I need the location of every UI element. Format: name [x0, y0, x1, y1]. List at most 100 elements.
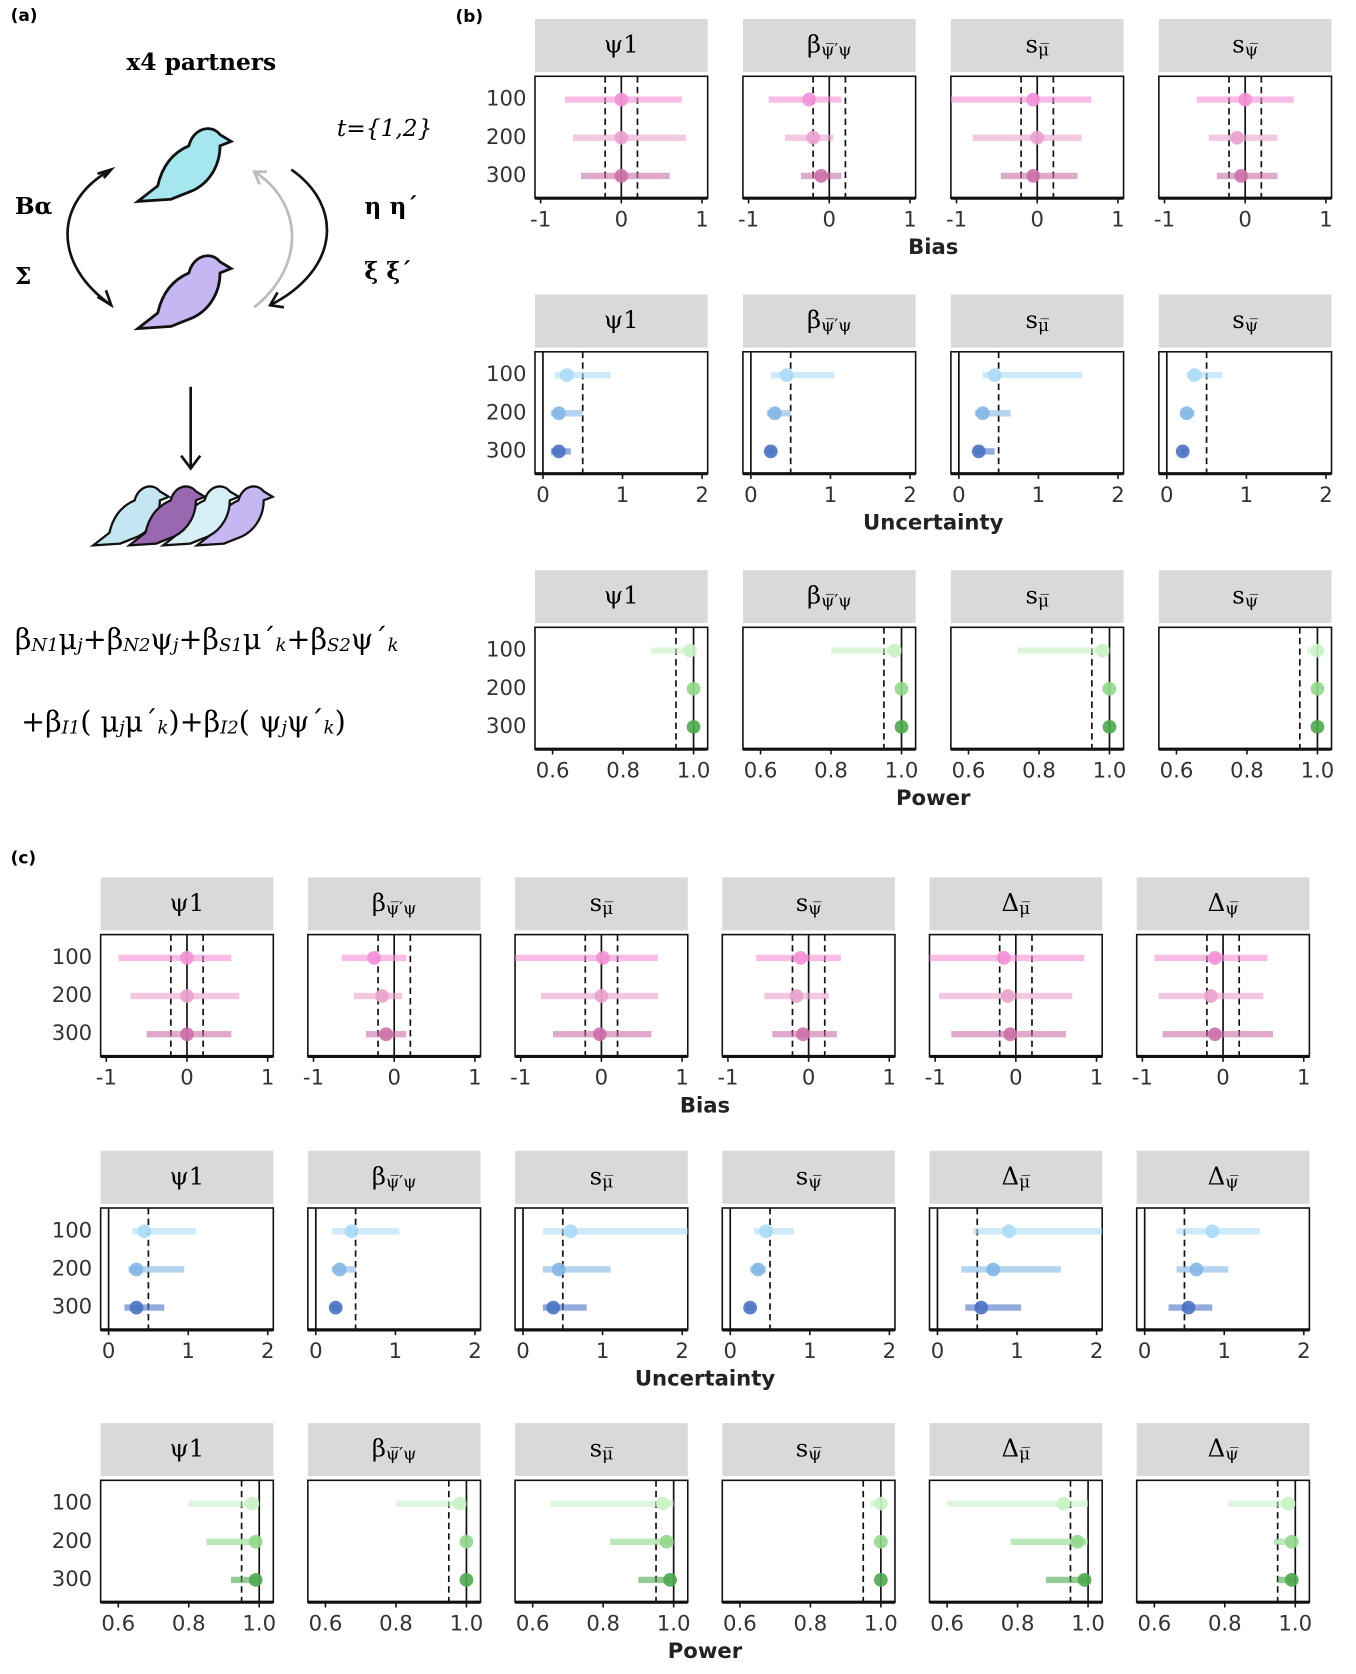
- x-tick-label: 1: [803, 1338, 816, 1363]
- estimate-point: [1311, 682, 1325, 696]
- equation-term: ( ψ: [239, 704, 282, 738]
- x-tick-label: 2: [468, 1338, 481, 1363]
- panel-label: (c): [11, 847, 37, 867]
- facet-title-main: s: [1025, 305, 1038, 334]
- estimate-point: [138, 1224, 152, 1238]
- x-tick-label: 0: [744, 482, 757, 507]
- estimate-point: [1311, 644, 1325, 658]
- x-tick-label: 1: [596, 1338, 609, 1363]
- facet: sψ̅012: [1159, 295, 1333, 507]
- facet-title-main: Δ: [1002, 887, 1020, 916]
- estimate-point: [1176, 445, 1190, 459]
- x-tick-label: 0.8: [1022, 757, 1056, 782]
- estimate-point: [759, 1224, 773, 1238]
- plot-frame: [1159, 627, 1332, 749]
- facet-title-sub: μ̅: [1019, 897, 1030, 917]
- estimate-point: [802, 93, 816, 107]
- x-tick-label: 0.8: [814, 757, 848, 782]
- x-axis-label: Uncertainty: [635, 1366, 776, 1391]
- facet-title-sub: μ̅: [602, 897, 613, 917]
- facet-title-main: ψ1: [170, 887, 205, 916]
- facet-title-sub: ψ̅: [1245, 315, 1258, 335]
- x-axis-label: Power: [896, 785, 971, 810]
- y-tick-label: 200: [52, 982, 92, 1007]
- equation: βN1μj+βN2ψj+βS1μ´k+βS2ψ´k: [15, 622, 399, 656]
- left-label: Σ: [15, 263, 31, 290]
- x-axis-label: Power: [668, 1638, 743, 1663]
- estimate-point: [1057, 1497, 1071, 1511]
- plot-frame: [308, 1480, 481, 1602]
- estimate-point: [1180, 406, 1194, 420]
- x-tick-label: 0: [536, 482, 549, 507]
- x-axis-label: Bias: [680, 1092, 730, 1117]
- x-tick-label: -1: [946, 206, 967, 231]
- facet-title-sub: μ̅: [1038, 315, 1049, 335]
- x-tick-label: 0: [595, 1065, 608, 1090]
- estimate-point: [379, 1027, 393, 1041]
- estimate-point: [595, 989, 609, 1003]
- estimate-point: [874, 1573, 888, 1587]
- facet-title-main: s: [1232, 29, 1245, 58]
- x-tick-label: 0.6: [309, 1610, 343, 1635]
- x-tick-label: 2: [261, 1338, 274, 1363]
- estimate-point: [1002, 1224, 1016, 1238]
- x-tick-label: 1.0: [450, 1610, 484, 1635]
- facet-title: ψ1: [604, 29, 639, 58]
- facet-title-main: β: [372, 1433, 386, 1462]
- facet: sψ̅-101: [1154, 19, 1333, 231]
- x-tick-label: 0: [802, 1065, 815, 1090]
- estimate-point: [1071, 1535, 1085, 1549]
- x-tick-label: 1: [1010, 1338, 1023, 1363]
- equation-term: +β: [21, 704, 61, 738]
- x-tick-label: 1.0: [864, 1610, 898, 1635]
- estimate-point: [460, 1535, 474, 1549]
- estimate-point: [660, 1535, 674, 1549]
- facet-title-main: β: [807, 305, 821, 334]
- facet-title-main: ψ1: [604, 305, 639, 334]
- x-tick-label: 0: [387, 1065, 400, 1090]
- equation-term: μ´: [243, 622, 276, 656]
- x-tick-label: 0.8: [794, 1610, 828, 1635]
- x-tick-label: 0.6: [952, 757, 986, 782]
- y-tick-label: 200: [486, 675, 526, 700]
- bird: [138, 129, 231, 202]
- estimate-point: [596, 951, 610, 965]
- equation-subscript: I1: [61, 717, 81, 738]
- estimate-point: [974, 1301, 988, 1315]
- x-tick-label: 1: [1218, 1338, 1231, 1363]
- x-tick-label: 0.6: [516, 1610, 550, 1635]
- panel-a: (a) x4 partners t={1,2} Bα Σ η η´ ξ ξ´ β…: [11, 5, 433, 738]
- facet-title-main: Δ: [1002, 1433, 1020, 1462]
- x-tick-label: 1: [1090, 1065, 1103, 1090]
- facet-title-main: Δ: [1208, 887, 1226, 916]
- facet-title-sub: ψ̅′ψ: [386, 897, 416, 917]
- equation-subscript: k: [276, 635, 287, 656]
- estimate-point: [460, 1573, 474, 1587]
- estimate-point: [1001, 989, 1015, 1003]
- panel-label: (b): [456, 6, 484, 26]
- facet: sψ̅012: [722, 1151, 896, 1363]
- estimate-point: [333, 1263, 347, 1277]
- x-tick-label: 0: [1238, 206, 1251, 231]
- x-tick-label: 0.6: [1137, 1610, 1171, 1635]
- estimate-point: [249, 1573, 263, 1587]
- x-tick-label: 1: [616, 482, 629, 507]
- estimate-point: [687, 682, 701, 696]
- estimate-point: [249, 1535, 263, 1549]
- facet-title: ψ1: [170, 887, 205, 916]
- x-tick-label: -1: [717, 1065, 738, 1090]
- facet: Δμ̅0.60.81.0: [929, 1423, 1104, 1635]
- x-tick-label: 1: [675, 1065, 688, 1090]
- x-tick-label: 0: [1009, 1065, 1022, 1090]
- x-tick-label: 0: [952, 482, 965, 507]
- estimate-point: [874, 1535, 888, 1549]
- x-tick-label: 0: [1160, 482, 1173, 507]
- estimate-point: [329, 1301, 343, 1315]
- estimate-point: [345, 1224, 359, 1238]
- estimate-point: [656, 1497, 670, 1511]
- y-tick-label: 100: [486, 361, 526, 386]
- x-tick-label: 0.6: [744, 757, 778, 782]
- estimate-point: [1285, 1535, 1299, 1549]
